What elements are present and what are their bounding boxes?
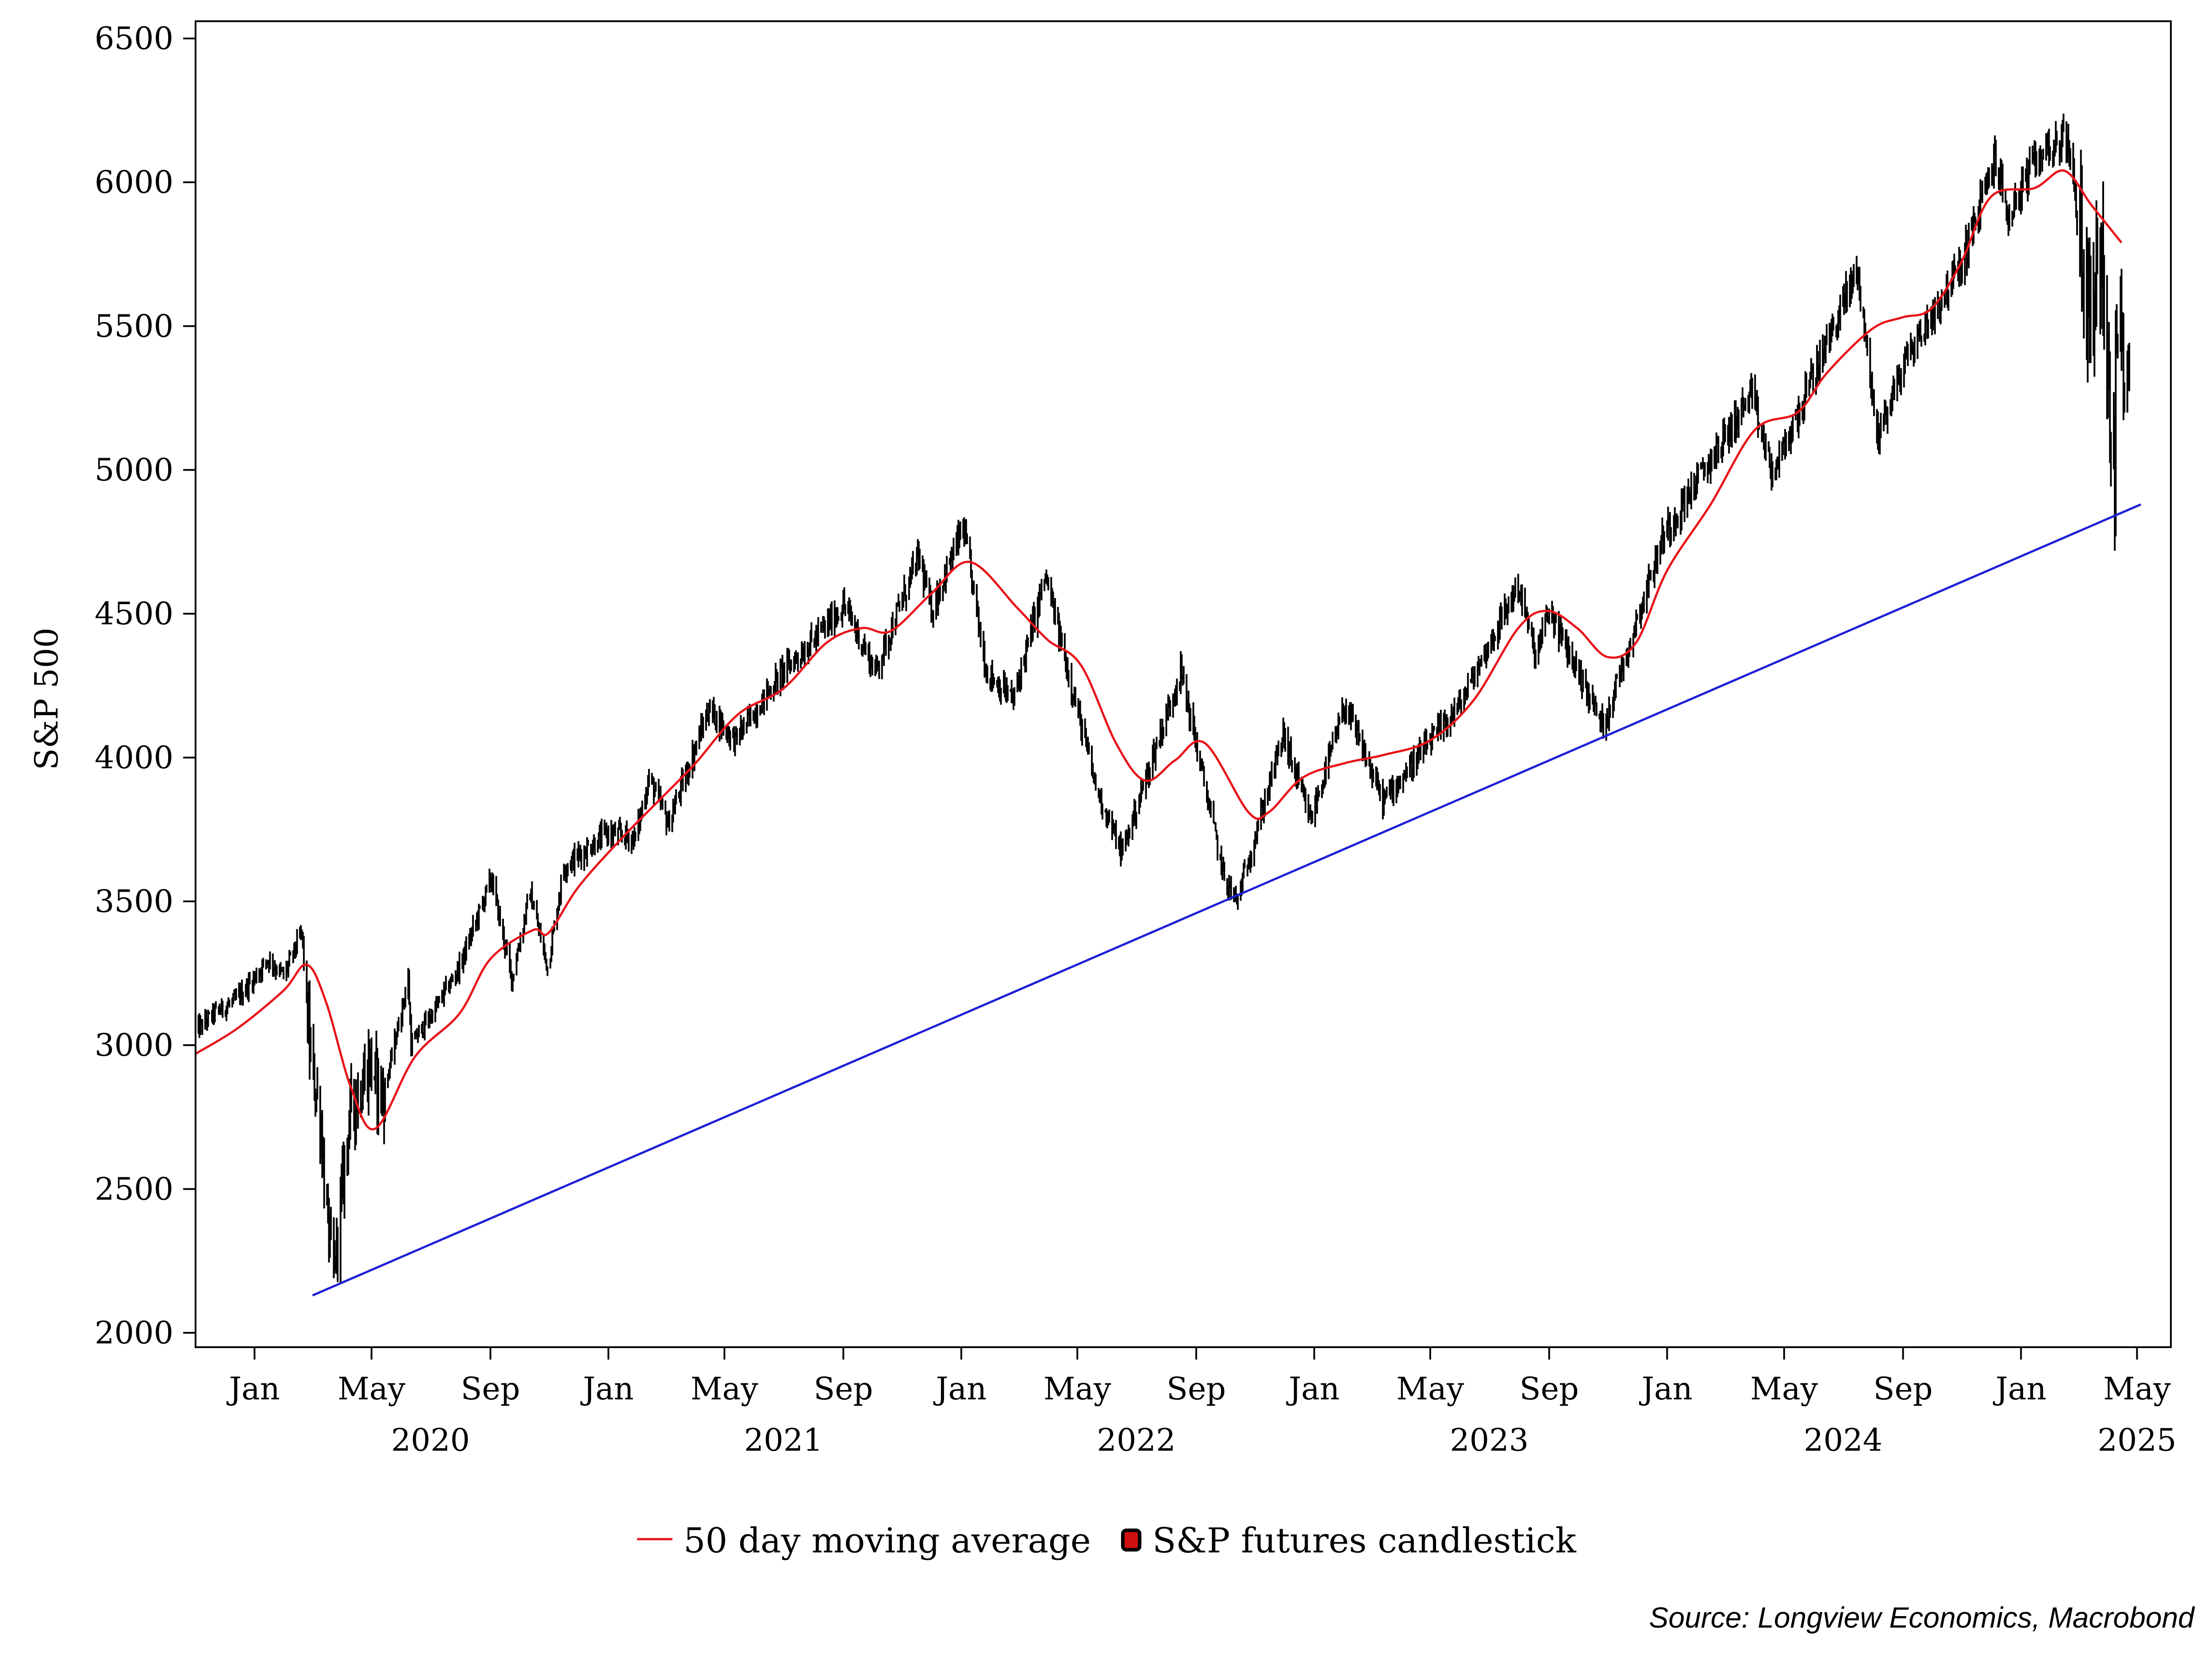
- y-tick-label: 5000: [95, 452, 173, 488]
- x-year-label: 2022: [1097, 1422, 1175, 1458]
- y-tick-label: 2500: [95, 1171, 173, 1207]
- x-tick-label: May: [1750, 1371, 1818, 1407]
- x-axis: Jan May Sep Jan May Sep Jan May Sep Jan May Sep Jan M…: [227, 1347, 2177, 1458]
- x-year-label: 2024: [1804, 1422, 1882, 1458]
- y-axis: 2000 2500 3000 3500 4000 4500 5000 5500 6000 6500: [95, 20, 196, 1351]
- x-tick-label: Jan: [1993, 1371, 2047, 1407]
- x-tick-label: May: [1396, 1371, 1464, 1407]
- x-tick-label: Sep: [1167, 1371, 1226, 1407]
- legend-candle-label: S&P futures candlestick: [1152, 1521, 1577, 1561]
- x-tick-label: Sep: [1520, 1371, 1579, 1407]
- x-year-label: 2023: [1450, 1422, 1528, 1458]
- candlestick-marks: [196, 113, 2130, 1283]
- x-tick-label: Sep: [814, 1371, 873, 1407]
- plot-frame: [195, 20, 2172, 1348]
- x-tick-label: Sep: [1874, 1371, 1933, 1407]
- legend-candle-swatch: [1121, 1529, 1141, 1552]
- y-tick-label: 5500: [95, 308, 173, 344]
- plot-area: [195, 20, 2172, 1348]
- source-note: Source: Longview Economics, Macrobond: [1649, 1601, 2195, 1634]
- x-year-label: 2020: [391, 1422, 470, 1458]
- x-tick-label: Sep: [461, 1371, 520, 1407]
- y-tick-label: 6500: [95, 20, 173, 57]
- x-tick-label: May: [338, 1371, 405, 1407]
- x-tick-label: Jan: [1286, 1371, 1340, 1407]
- moving-average-line: [196, 169, 2123, 1130]
- y-tick-label: 2000: [95, 1314, 173, 1351]
- x-tick-label: May: [1044, 1371, 1111, 1407]
- y-tick-label: 4000: [95, 739, 173, 776]
- y-tick-label: 6000: [95, 164, 173, 200]
- y-axis-title: S&P 500: [28, 628, 65, 770]
- x-tick-label: Jan: [933, 1371, 987, 1407]
- trendline: [312, 503, 2142, 1297]
- x-tick-label: Jan: [227, 1371, 280, 1407]
- y-tick-label: 3500: [95, 883, 173, 920]
- candlestick-series: [196, 113, 2130, 1283]
- y-tick-label: 4500: [95, 596, 173, 632]
- x-tick-label: Jan: [580, 1371, 634, 1407]
- x-tick-label: May: [691, 1371, 758, 1407]
- x-year-label: 2021: [744, 1422, 823, 1458]
- x-tick-label: Jan: [1639, 1371, 1693, 1407]
- y-tick-label: 3000: [95, 1027, 173, 1063]
- legend: 50 day moving average S&P futures candle…: [637, 1521, 1577, 1561]
- x-year-label: 2025: [2097, 1422, 2176, 1458]
- x-tick-label: May: [2103, 1371, 2171, 1407]
- legend-ma-label: 50 day moving average: [684, 1521, 1091, 1561]
